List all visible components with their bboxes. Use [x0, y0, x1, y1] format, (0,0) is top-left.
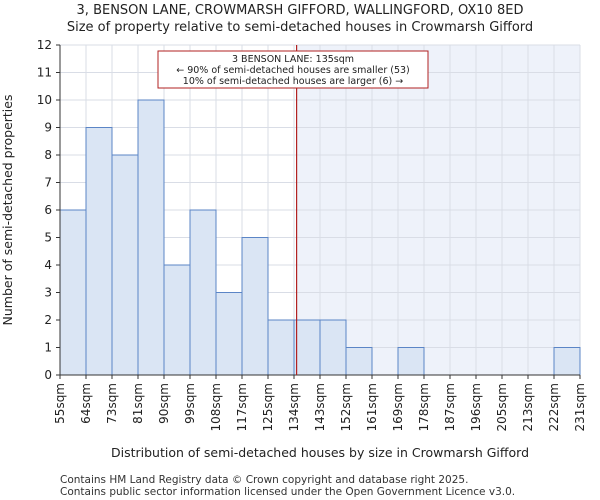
x-tick-label: 125sqm: [261, 383, 275, 431]
x-tick-label: 108sqm: [209, 383, 223, 431]
y-tick-label: 2: [44, 313, 52, 327]
x-tick-label: 213sqm: [521, 383, 535, 431]
x-tick-label: 90sqm: [157, 383, 171, 424]
histogram-bar: [397, 347, 425, 376]
annotation-box: [157, 50, 429, 89]
histogram-bar: [111, 154, 139, 376]
x-tick-label: 64sqm: [79, 383, 93, 424]
annotation-line: 3 BENSON LANE: 135sqm: [232, 54, 354, 65]
x-tick-label: 99sqm: [183, 383, 197, 424]
y-tick-label: 1: [44, 341, 52, 355]
x-tick-label: 205sqm: [495, 383, 509, 431]
x-tick-label: 222sqm: [547, 383, 561, 431]
histogram-bar: [59, 209, 87, 376]
y-tick-label: 4: [44, 258, 52, 272]
histogram-bar: [553, 347, 581, 376]
chart-title-address: 3, BENSON LANE, CROWMARSH GIFFORD, WALLI…: [76, 3, 524, 18]
histogram-bar: [319, 319, 347, 376]
footer-copyright: Contains HM Land Registry data © Crown c…: [60, 474, 469, 486]
x-tick-label: 152sqm: [339, 383, 353, 431]
histogram-bar: [189, 209, 217, 376]
x-tick-label: 187sqm: [443, 383, 457, 431]
y-tick-label: 7: [44, 176, 52, 190]
x-tick-label: 196sqm: [469, 383, 483, 431]
x-axis-title: Distribution of semi-detached houses by …: [111, 445, 529, 460]
x-tick-label: 161sqm: [365, 383, 379, 431]
histogram-bar: [345, 347, 373, 376]
footer-licence: Contains public sector information licen…: [60, 486, 516, 498]
x-tick-label: 117sqm: [235, 383, 249, 431]
x-tick-label: 178sqm: [417, 383, 431, 431]
x-tick-label: 134sqm: [287, 383, 301, 431]
histogram-bar: [163, 264, 191, 376]
x-tick-label: 169sqm: [391, 383, 405, 431]
y-tick-label: 3: [44, 286, 52, 300]
y-tick-label: 8: [44, 148, 52, 162]
histogram-bar: [85, 127, 113, 376]
y-tick-label: 11: [37, 66, 52, 80]
y-tick-label: 5: [44, 231, 52, 245]
x-tick-label: 73sqm: [105, 383, 119, 424]
annotation-line: ← 90% of semi-detached houses are smalle…: [176, 65, 410, 76]
annotation-line: 10% of semi-detached houses are larger (…: [183, 76, 403, 87]
x-tick-label: 231sqm: [573, 383, 587, 431]
y-tick-label: 10: [37, 93, 52, 107]
y-tick-label: 12: [37, 38, 52, 52]
histogram-bar: [215, 292, 243, 376]
x-tick-label: 81sqm: [131, 383, 145, 424]
x-tick-label: 55sqm: [53, 383, 67, 424]
x-tick-label: 143sqm: [313, 383, 327, 431]
y-tick-label: 0: [44, 368, 52, 382]
histogram-bar: [241, 237, 269, 376]
histogram-bar: [137, 99, 165, 376]
y-tick-label: 9: [44, 121, 52, 135]
y-tick-label: 6: [44, 203, 52, 217]
y-axis-title: Number of semi-detached properties: [0, 95, 15, 326]
chart-title: Size of property relative to semi-detach…: [66, 20, 534, 35]
histogram-bar: [267, 319, 295, 376]
histogram-bar: [293, 319, 321, 376]
